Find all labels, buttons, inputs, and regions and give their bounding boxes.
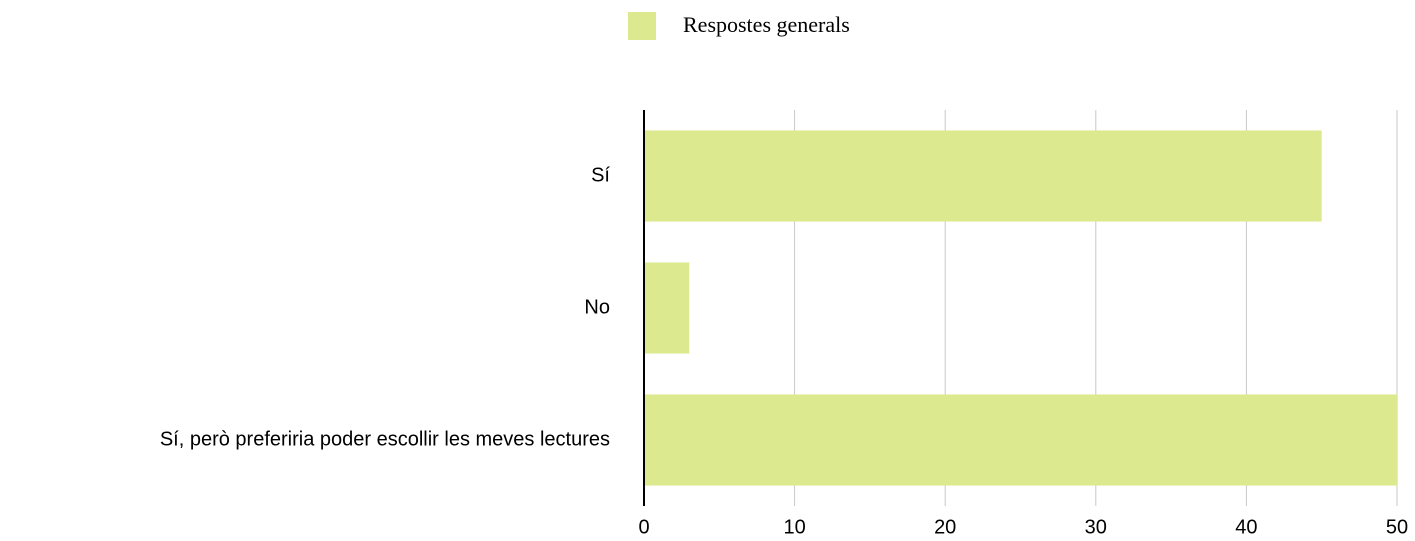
bar	[644, 130, 1322, 222]
x-tick-label: 40	[1235, 516, 1257, 538]
x-tick-label: 20	[934, 516, 956, 538]
legend-swatch	[628, 12, 656, 40]
y-tick-label: Sí	[591, 164, 610, 186]
y-tick-label: No	[584, 296, 610, 318]
bar	[644, 394, 1397, 486]
x-tick-label: 0	[638, 516, 649, 538]
x-tick-label: 50	[1386, 516, 1408, 538]
x-tick-label: 10	[783, 516, 805, 538]
x-tick-label: 30	[1085, 516, 1107, 538]
bar	[644, 262, 690, 354]
y-tick-label: Sí, però preferiria poder escollir les m…	[160, 428, 610, 450]
legend-label: Respostes generals	[683, 12, 850, 37]
